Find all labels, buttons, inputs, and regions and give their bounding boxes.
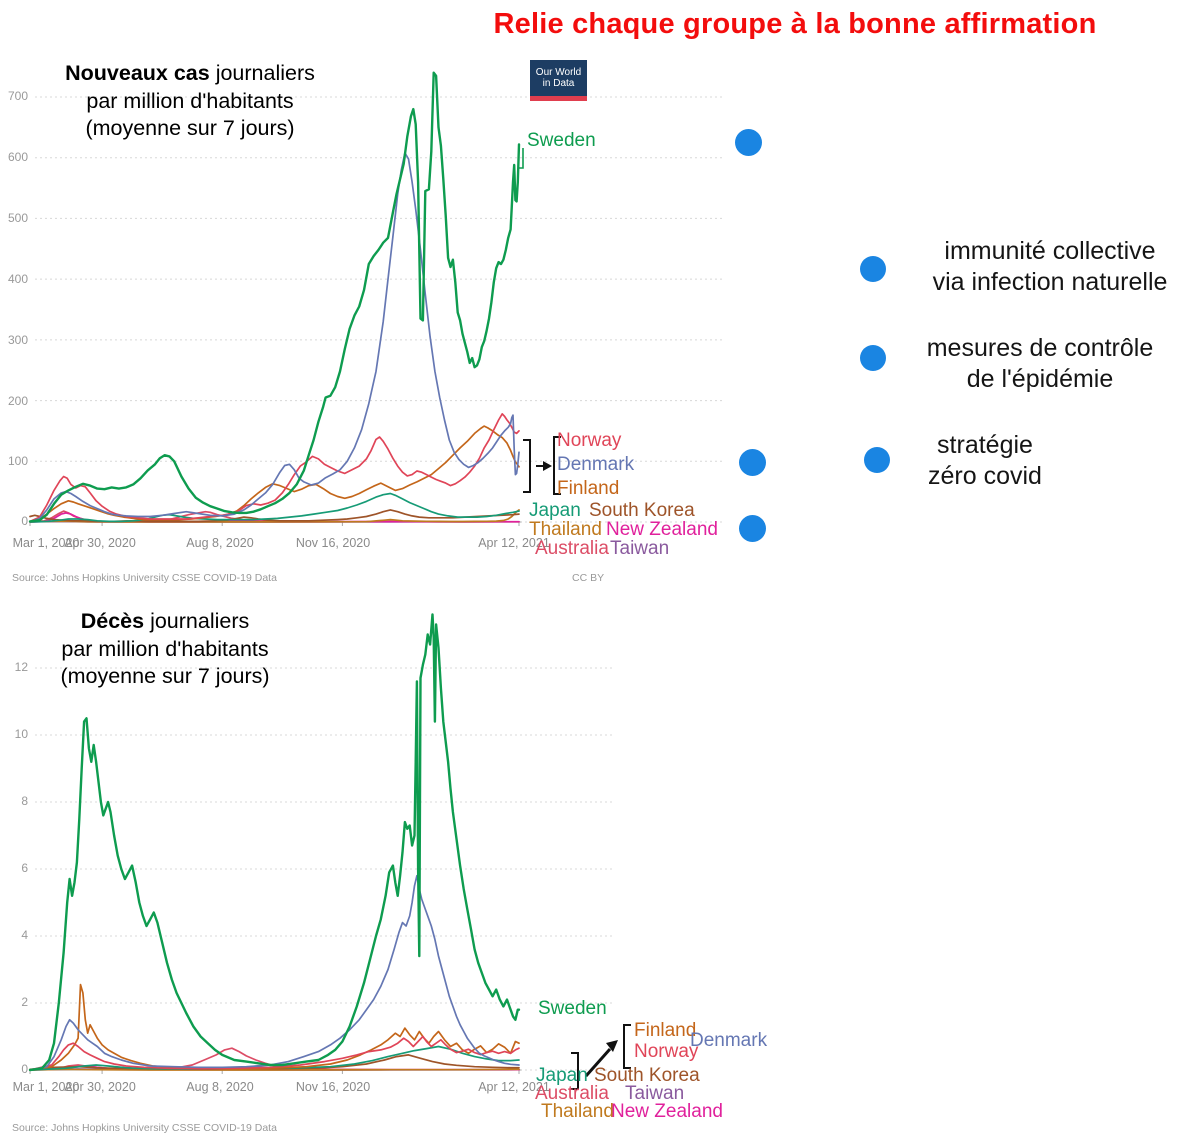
deaths-title-line2: par million d'habitants — [61, 636, 269, 661]
statement-control-measures-line2: de l'épidémie — [966, 365, 1114, 393]
cases-license: CC BY — [572, 572, 605, 584]
deaths-xtick-4: Apr 12, 2021 — [478, 1080, 550, 1094]
owid-logo-stripe — [530, 96, 587, 101]
cases-ytick-200: 200 — [7, 394, 28, 408]
statement-zero-covid: stratégie zéro covid — [870, 430, 1100, 492]
cases-label-japan: Japan — [529, 500, 581, 521]
deaths-source: Source: Johns Hopkins University CSSE CO… — [12, 1122, 277, 1134]
deaths-label-new-zealand: New Zealand — [611, 1101, 723, 1122]
cases-ytick-600: 600 — [7, 150, 28, 164]
deaths-ytick-8: 8 — [21, 794, 28, 808]
cases-title-line2: par million d'habitants — [86, 88, 294, 113]
group-dot-sweden[interactable] — [735, 129, 762, 156]
deaths-ytick-12: 12 — [14, 660, 28, 674]
deaths-label-thailand: Thailand — [541, 1101, 614, 1122]
deaths-xtick-2: Aug 8, 2020 — [186, 1080, 254, 1094]
deaths-chart-title: Décès journaliers par million d'habitant… — [0, 608, 330, 691]
statement-herd-immunity: immunité collective via infection nature… — [900, 236, 1200, 298]
cases-chart-lines — [28, 71, 722, 526]
cases-scandinavia-bracket — [523, 436, 561, 495]
cases-title-bold: Nouveaux cas — [65, 61, 210, 85]
cases-label-new-zealand: New Zealand — [606, 519, 718, 540]
page-title: Relie chaque groupe à la bonne affirmati… — [493, 8, 1097, 40]
deaths-label-denmark: Denmark — [690, 1030, 768, 1051]
cases-label-finland: Finland — [557, 478, 620, 499]
deaths-ytick-2: 2 — [21, 995, 28, 1009]
cases-xtick-0: Mar 1, 2020 — [12, 536, 80, 550]
deaths-ytick-10: 10 — [14, 727, 28, 741]
deaths-label-taiwan: Taiwan — [625, 1083, 685, 1104]
cases-label-sweden: Sweden — [527, 130, 596, 151]
statement-zero-covid-line2: zéro covid — [928, 462, 1042, 490]
deaths-xtick-0: Mar 1, 2020 — [12, 1080, 80, 1094]
cases-xtick-2: Aug 8, 2020 — [186, 536, 254, 550]
deaths-ytick-4: 4 — [21, 928, 28, 942]
cases-label-taiwan: Taiwan — [610, 538, 670, 559]
cases-ytick-500: 500 — [7, 211, 28, 225]
cases-label-australia: Australia — [535, 538, 609, 559]
sweden-label-connector — [519, 148, 524, 169]
deaths-ytick-0: 0 — [21, 1062, 28, 1076]
owid-logo: Our World in Data — [530, 60, 587, 101]
cases-source: Source: Johns Hopkins University CSSE CO… — [12, 572, 277, 584]
group-dot-scandinavia[interactable] — [739, 449, 766, 476]
cases-ytick-0: 0 — [21, 514, 28, 528]
deaths-label-norway: Norway — [634, 1041, 699, 1062]
group-dot-zero-covid[interactable] — [739, 515, 766, 542]
statement-zero-covid-line1: stratégie — [937, 431, 1033, 459]
statement-herd-immunity-line2: via infection naturelle — [932, 268, 1168, 296]
deaths-xtick-1: Apr 30, 2020 — [64, 1080, 136, 1094]
deaths-ytick-6: 6 — [21, 861, 28, 875]
deaths-chart-lines — [28, 613, 612, 1074]
owid-logo-text: Our World in Data — [530, 60, 587, 96]
owid-logo-line2: in Data — [542, 78, 575, 89]
owid-logo-line1: Our World — [535, 66, 582, 78]
statement-herd-immunity-line1: immunité collective — [944, 237, 1156, 265]
deaths-scandinavia-bracket — [571, 1024, 631, 1090]
statement-dot-control-measures[interactable] — [860, 345, 886, 371]
cases-label-south-korea: South Korea — [589, 500, 695, 521]
cases-title-line3: (moyenne sur 7 jours) — [85, 116, 295, 140]
cases-label-norway: Norway — [557, 430, 622, 451]
deaths-title-bold: Décès — [80, 609, 145, 633]
cases-xtick-3: Nov 16, 2020 — [295, 536, 371, 550]
deaths-label-finland: Finland — [634, 1020, 697, 1041]
statement-control-measures: mesures de contrôle de l'épidémie — [890, 333, 1190, 395]
cases-label-denmark: Denmark — [557, 454, 635, 475]
cases-label-thailand: Thailand — [529, 519, 602, 540]
deaths-label-sweden: Sweden — [538, 998, 607, 1019]
deaths-title-line3: (moyenne sur 7 jours) — [60, 664, 270, 688]
cases-chart-title: Nouveaux cas journaliers par million d'h… — [20, 60, 360, 143]
cases-ytick-100: 100 — [7, 454, 28, 468]
cases-ytick-400: 400 — [7, 272, 28, 286]
statement-dot-herd-immunity[interactable] — [860, 256, 886, 282]
cases-title-rest: journaliers — [209, 61, 315, 85]
cases-xtick-1: Apr 30, 2020 — [64, 536, 136, 550]
cases-ytick-700: 700 — [7, 89, 28, 103]
deaths-label-japan: Japan — [536, 1065, 588, 1086]
deaths-xtick-3: Nov 16, 2020 — [295, 1080, 371, 1094]
statement-control-measures-line1: mesures de contrôle — [926, 334, 1154, 362]
cases-ytick-300: 300 — [7, 333, 28, 347]
cases-xtick-4: Apr 12, 2021 — [478, 536, 550, 550]
deaths-label-australia: Australia — [535, 1083, 609, 1104]
statement-dot-zero-covid[interactable] — [864, 447, 890, 473]
deaths-label-south-korea: South Korea — [594, 1065, 700, 1086]
deaths-title-rest: journaliers — [144, 609, 250, 633]
